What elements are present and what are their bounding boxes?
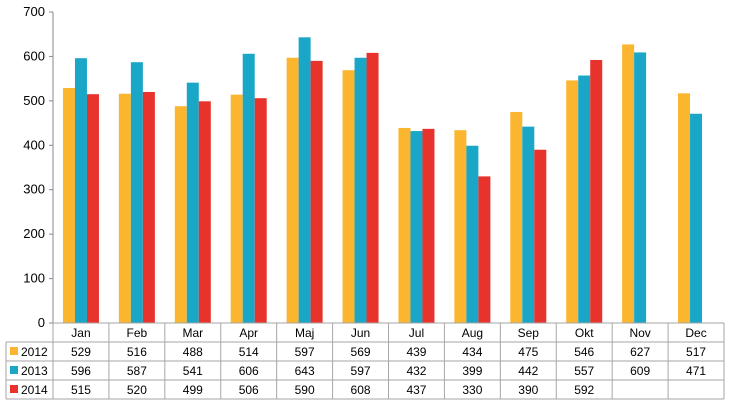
x-tick-label: Nov bbox=[629, 326, 650, 340]
table-cell: 596 bbox=[71, 364, 91, 378]
x-tick-label: Apr bbox=[239, 326, 258, 340]
bar-2012-Jun bbox=[342, 70, 355, 323]
y-tick-label: 400 bbox=[23, 137, 45, 152]
table-cell: 569 bbox=[351, 345, 371, 359]
table-cell: 437 bbox=[406, 383, 426, 397]
y-tick-label: 0 bbox=[38, 315, 45, 330]
bar-2012-Apr bbox=[230, 94, 243, 323]
legend-label: 2012 bbox=[21, 345, 48, 359]
bar-2013-Apr bbox=[242, 53, 255, 324]
table-cell: 597 bbox=[295, 345, 315, 359]
x-tick-label: Sep bbox=[518, 326, 540, 340]
bar-2013-Okt bbox=[578, 75, 591, 323]
legend-label: 2013 bbox=[21, 364, 48, 378]
y-tick-label: 200 bbox=[23, 226, 45, 241]
table-cell: 608 bbox=[351, 383, 371, 397]
table-cell: 471 bbox=[686, 364, 706, 378]
data-table: Jan Feb Mar Apr Maj Jun Jul Aug Sep Okt Nov Dec 2012… bbox=[5, 322, 725, 400]
x-tick-label: Feb bbox=[127, 326, 148, 340]
bar-2012-Jul bbox=[398, 127, 411, 323]
bar-2013-Feb bbox=[130, 62, 143, 323]
bar-2012-Maj bbox=[286, 57, 299, 324]
x-tick-label: Mar bbox=[182, 326, 203, 340]
x-tick-label: Jan bbox=[71, 326, 90, 340]
table-cell: 499 bbox=[183, 383, 203, 397]
bar-2014-Okt bbox=[590, 59, 603, 324]
table-cell: 520 bbox=[127, 383, 147, 397]
y-axis: 0 100 200 300 400 500 600 700 bbox=[23, 4, 54, 330]
table-cell: 592 bbox=[574, 383, 594, 397]
table-cell: 541 bbox=[183, 364, 203, 378]
bar-2013-Jan bbox=[74, 58, 87, 323]
bar-2012-Nov bbox=[622, 44, 635, 323]
bar-2013-Sep bbox=[522, 126, 535, 323]
bar-2012-Aug bbox=[454, 130, 467, 323]
bar-2014-Sep bbox=[534, 149, 547, 323]
x-tick-label: Maj bbox=[295, 326, 314, 340]
table-cell: 399 bbox=[462, 364, 482, 378]
bar-2014-Jun bbox=[366, 52, 379, 323]
bar-2013-Nov bbox=[634, 52, 647, 324]
table-cell: 557 bbox=[574, 364, 594, 378]
bar-2014-Maj bbox=[310, 60, 323, 323]
bar-2014-Apr bbox=[254, 98, 267, 323]
table-cell: 597 bbox=[351, 364, 371, 378]
legend-swatch-2013 bbox=[10, 366, 18, 374]
legend-label: 2014 bbox=[21, 383, 48, 397]
x-tick-label: Jul bbox=[409, 326, 424, 340]
bar-2012-Feb bbox=[118, 93, 131, 324]
bar-2013-Maj bbox=[298, 37, 311, 324]
x-tick-label: Dec bbox=[685, 326, 706, 340]
table-cell: 643 bbox=[295, 364, 315, 378]
bar-2012-Okt bbox=[566, 80, 579, 323]
bar-2014-Feb bbox=[142, 91, 155, 323]
bar-2012-Dec bbox=[678, 93, 691, 323]
table-cell: 515 bbox=[71, 383, 91, 397]
x-tick-label: Aug bbox=[462, 326, 483, 340]
table-cell: 609 bbox=[630, 364, 650, 378]
table-cell: 488 bbox=[183, 345, 203, 359]
x-tick-label: Jun bbox=[351, 326, 370, 340]
bar-2014-Jan bbox=[86, 94, 99, 323]
bar-2014-Jul bbox=[422, 128, 435, 323]
y-tick-label: 500 bbox=[23, 93, 45, 108]
y-tick-label: 100 bbox=[23, 271, 45, 286]
bar-2014-Aug bbox=[478, 176, 491, 323]
legend-swatch-2012 bbox=[10, 347, 18, 355]
table-cell: 590 bbox=[295, 383, 315, 397]
legend-swatch-2014 bbox=[10, 385, 18, 393]
x-tick-label: Okt bbox=[575, 326, 594, 340]
bar-2012-Mar bbox=[174, 106, 187, 323]
table-cell: 587 bbox=[127, 364, 147, 378]
table-cell: 516 bbox=[127, 345, 147, 359]
table-cell: 475 bbox=[518, 345, 538, 359]
table-cell: 330 bbox=[462, 383, 482, 397]
table-cell: 432 bbox=[406, 364, 426, 378]
table-cell: 529 bbox=[71, 345, 91, 359]
table-cell: 439 bbox=[406, 345, 426, 359]
y-tick-label: 700 bbox=[23, 4, 45, 19]
table-cell: 434 bbox=[462, 345, 482, 359]
table-cell: 606 bbox=[239, 364, 259, 378]
table-cell: 514 bbox=[239, 345, 259, 359]
bar-2012-Sep bbox=[510, 111, 523, 323]
table-cell: 442 bbox=[518, 364, 538, 378]
bar-2013-Jul bbox=[410, 131, 423, 323]
table-cell: 627 bbox=[630, 345, 650, 359]
bar-2013-Jun bbox=[354, 57, 367, 324]
bar-2014-Mar bbox=[198, 101, 211, 324]
bars bbox=[62, 37, 703, 324]
bar-2012-Jan bbox=[62, 87, 75, 323]
bar-2013-Mar bbox=[186, 82, 199, 324]
bar-2013-Dec bbox=[690, 113, 703, 324]
table-cell: 506 bbox=[239, 383, 259, 397]
bar-2013-Aug bbox=[466, 145, 479, 323]
y-tick-label: 300 bbox=[23, 182, 45, 197]
y-tick-label: 600 bbox=[23, 48, 45, 63]
table-cell: 517 bbox=[686, 345, 706, 359]
table-cell: 390 bbox=[518, 383, 538, 397]
table-cell: 546 bbox=[574, 345, 594, 359]
